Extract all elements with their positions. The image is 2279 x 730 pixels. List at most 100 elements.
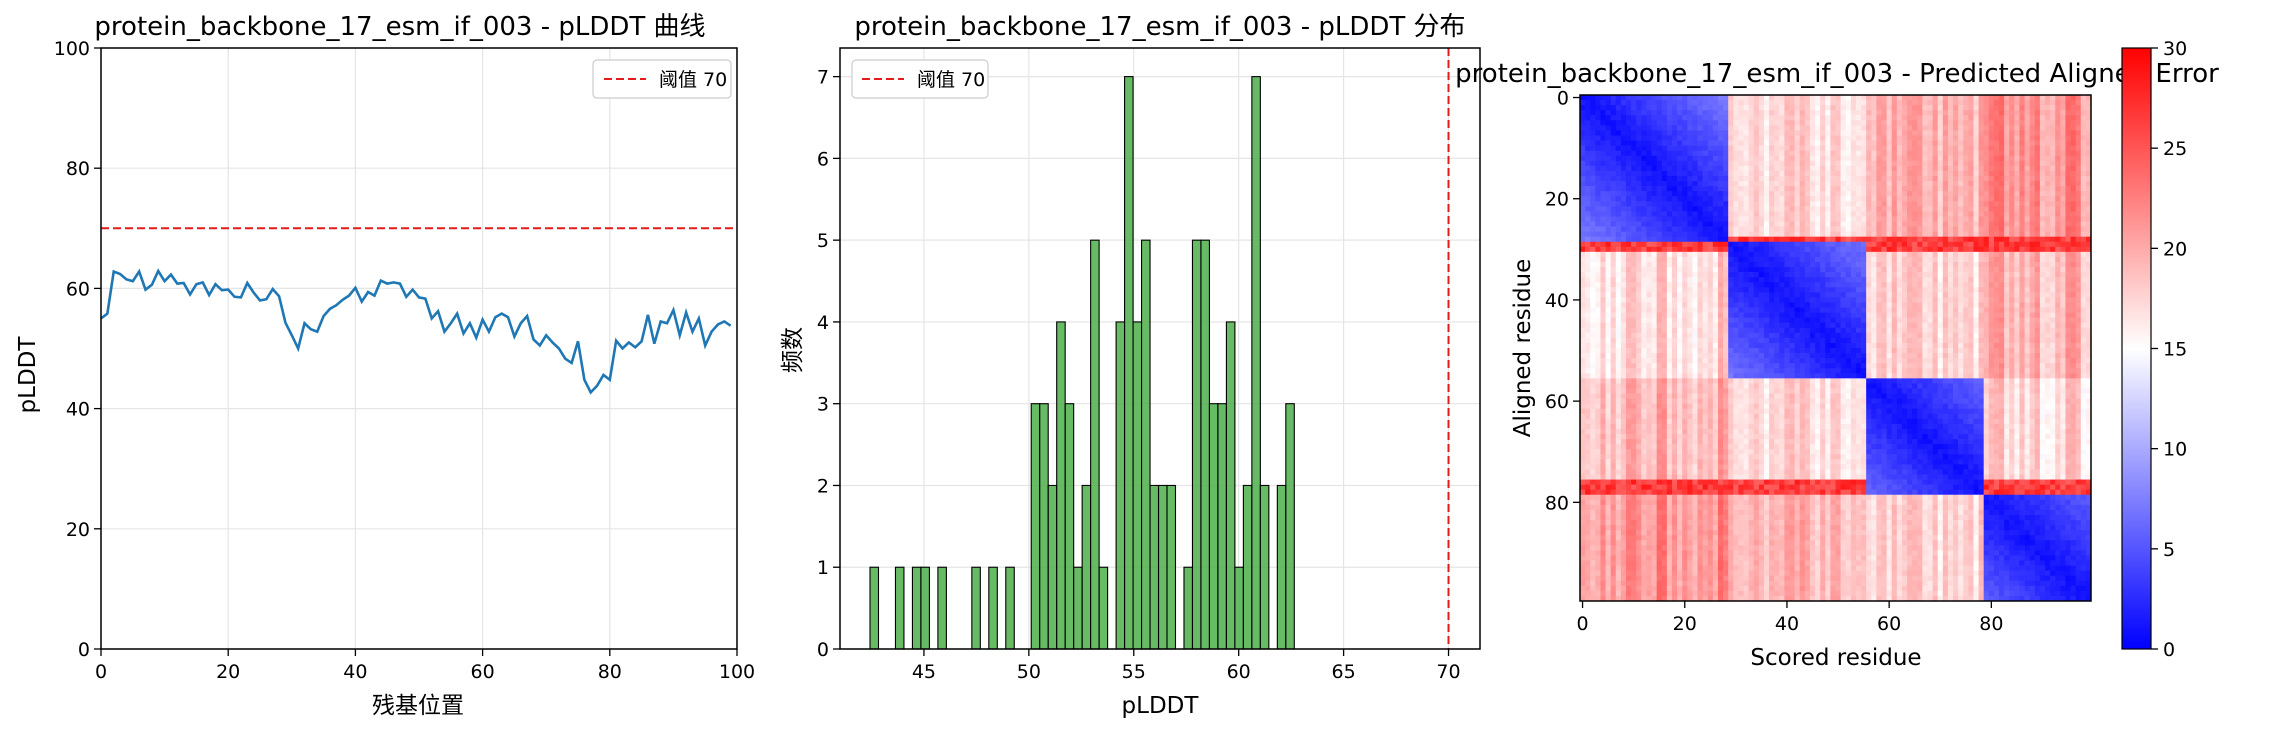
pae-cell [1820,155,1826,162]
pae-cell [1815,105,1821,111]
pae-cell [1891,95,1898,101]
pae-cell [1927,231,1933,238]
pae-cell [2065,241,2071,248]
pae-cell [2085,186,2092,192]
pae-cell [1866,327,1872,334]
pae-cell [1850,292,1857,298]
pae-cell [1886,170,1893,177]
pae-cell [1901,110,1908,116]
pae-cell [1891,120,1898,126]
pae-cell [1932,211,1939,217]
pae-cell [1590,277,1596,283]
pae-cell [1901,282,1908,288]
pae-cell [1692,191,1698,197]
pae-cell [1585,211,1591,217]
pae-cell [1671,226,1678,232]
pae-cell [1615,211,1622,217]
pae-cell [1917,272,1923,278]
pae-cell [1835,292,1841,298]
pae-cell [1815,120,1821,126]
pae-cell [1815,236,1821,243]
pae-cell [1825,201,1831,207]
pae-cell [1871,322,1877,329]
pae-cell [1615,272,1622,278]
pae-cell [1963,312,1969,318]
pae-cell [2050,186,2056,192]
pae-cell [1917,332,1923,339]
pae-cell [1728,292,1734,298]
pae-cell [1917,307,1923,313]
pae-cell [1615,130,1622,136]
pae-cell [2080,312,2087,318]
pae-cell [1907,211,1913,217]
pae-cell [1830,115,1836,121]
pae-cell [1993,165,2000,172]
pae-cell [1850,287,1857,293]
pae-cell [1580,236,1586,243]
pae-cell [1610,287,1617,293]
pae-cell [2080,115,2087,121]
pae-cell [1881,186,1887,192]
pae-cell [2050,246,2056,253]
pae-cell [2085,120,2092,126]
pae-cell [1891,317,1898,324]
pae-cell [1646,150,1652,157]
pae-cell [2014,277,2020,283]
pae-cell [1646,322,1652,329]
pae-cell [2004,327,2010,334]
pae-cell [1666,191,1673,197]
pae-cell [1799,130,1806,136]
pae-cell [1973,175,1979,182]
pae-cell [1580,221,1586,227]
pae-cell [1912,95,1918,101]
pae-cell [1733,155,1739,162]
pae-cell [1636,160,1642,167]
pae-cell [1738,277,1744,283]
pae-cell [1917,186,1923,192]
pae-cell [1748,181,1755,187]
pae-cell [1661,307,1668,313]
pae-cell [1697,160,1703,167]
pae-cell [1855,110,1862,116]
pae-cell [1973,256,1979,263]
pae-cell [1978,95,1985,101]
pae-cell [1738,226,1744,232]
pae-cell [1896,130,1903,136]
pae-cell [1835,100,1841,106]
pae-cell [1666,297,1673,303]
pae-cell [2060,175,2066,182]
pae-cell [1804,221,1811,227]
pae-cell [1707,287,1714,293]
pae-cell [1595,191,1601,197]
pae-cell [1631,272,1637,278]
pae-cell [1682,206,1688,212]
pae-cell [1585,175,1591,182]
pae-cell [1769,150,1775,157]
pae-cell [2050,272,2056,278]
pae-cell [1804,130,1811,136]
pae-cell [1871,287,1877,293]
pae-cell [1809,145,1816,152]
pae-cell [1932,322,1939,329]
pae-cell [1728,267,1734,273]
pae-cell [1794,251,1801,258]
pae-cell [1963,211,1969,217]
pae-cell [1717,292,1724,298]
pae-cell [1595,170,1601,177]
pae-cell [1973,95,1979,101]
pae-cell [1809,251,1816,258]
pae-cell [1912,145,1918,152]
pae-cell [1912,120,1918,126]
pae-cell [2029,292,2036,298]
pae-cell [2009,261,2015,268]
pae-cell [1973,277,1979,283]
pae-cell [1789,165,1795,172]
pae-cell [2065,332,2071,339]
pae-cell [2080,251,2087,258]
pae-cell [1646,327,1652,334]
pae-cell [1743,130,1749,136]
pae-cell [1733,236,1739,243]
pae-cell [2075,236,2082,243]
pae-cell [1610,337,1617,344]
pae-cell [1769,277,1775,283]
